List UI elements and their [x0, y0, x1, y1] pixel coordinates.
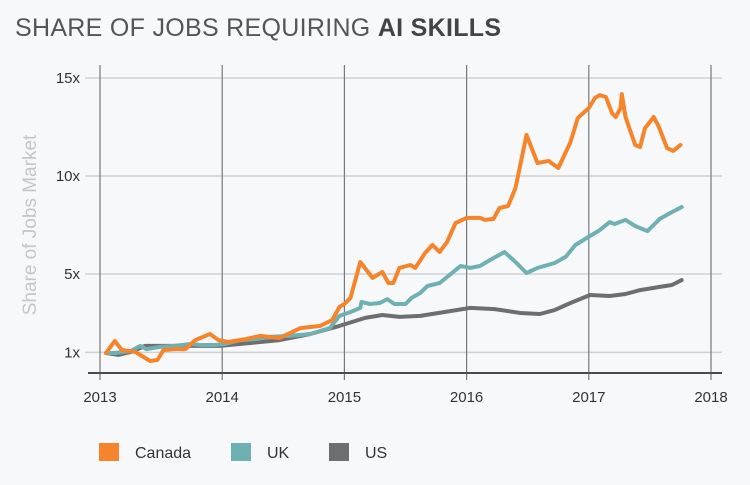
legend-swatch-uk [231, 443, 251, 461]
series-line-canada [104, 92, 683, 363]
chart-title: SHARE OF JOBS REQUIRING AI SKILLS [15, 14, 501, 43]
y-axis-label: Share of Jobs Market [20, 134, 41, 315]
legend-label-us: US [365, 445, 387, 462]
x-tick-label: 2015 [328, 389, 361, 406]
x-tick-label: 2016 [450, 389, 483, 406]
legend-swatch-us [329, 443, 349, 461]
series-line-uk [104, 205, 684, 355]
y-tick-label: 5x [64, 266, 80, 283]
x-tick-label: 2014 [206, 389, 239, 406]
x-tick-label: 2018 [694, 389, 727, 406]
y-tick-label: 1x [64, 344, 80, 361]
legend-label-canada: Canada [135, 445, 191, 462]
title-prefix: SHARE OF JOBS REQUIRING [15, 14, 378, 42]
x-tick-label: 2013 [83, 389, 116, 406]
y-tick-label: 15x [56, 70, 81, 87]
title-bold: AI SKILLS [377, 14, 502, 42]
y-tick-label: 10x [56, 168, 81, 185]
legend-label-uk: UK [267, 445, 290, 462]
x-tick-label: 2017 [572, 389, 605, 406]
legend-swatch-canada [99, 443, 119, 461]
